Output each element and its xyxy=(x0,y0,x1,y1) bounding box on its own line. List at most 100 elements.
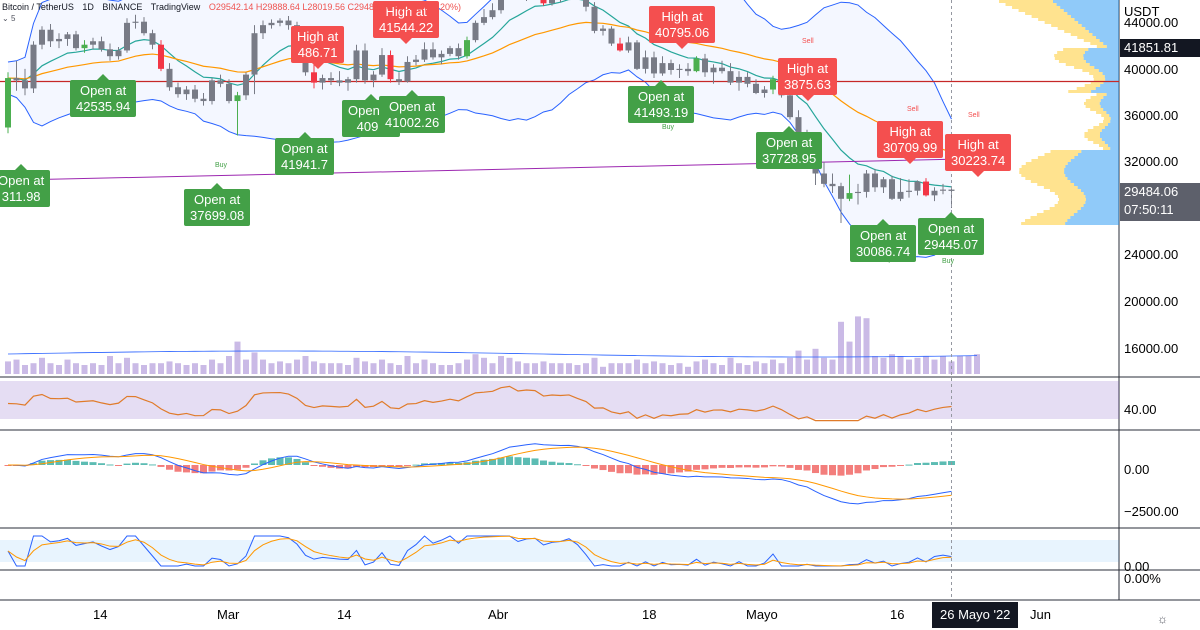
macd-histogram-bar xyxy=(625,465,632,474)
profile-buy-bar xyxy=(1104,126,1119,129)
volume-bar xyxy=(515,361,521,374)
time-tick-4: Abr xyxy=(488,607,509,622)
profile-buy-bar xyxy=(1088,48,1119,51)
candle-body xyxy=(855,191,861,194)
macd-histogram-bar xyxy=(761,465,768,468)
signal-open-4: Open at 41941.7 xyxy=(275,132,334,175)
macd-histogram-bar xyxy=(302,462,309,465)
profile-sell-bar xyxy=(1103,117,1111,120)
macd-histogram-bar xyxy=(701,465,709,470)
profile-buy-bar xyxy=(1067,177,1119,180)
volume-bar xyxy=(710,363,717,374)
profile-buy-bar xyxy=(1104,75,1119,78)
stoch-band xyxy=(0,540,1119,562)
volume-bar xyxy=(149,363,156,374)
interval[interactable]: 1D xyxy=(82,2,94,12)
profile-sell-bar xyxy=(1101,114,1110,117)
candle-body xyxy=(795,117,802,139)
candle-body xyxy=(948,189,955,191)
volume-bar xyxy=(591,357,598,374)
volume-bar xyxy=(39,357,45,374)
profile-buy-bar xyxy=(1103,42,1119,45)
volume-bar xyxy=(906,359,912,374)
macd-histogram-bar xyxy=(81,461,88,465)
profile-sell-bar xyxy=(1063,48,1089,51)
signal-open-6: Open at 41002.26 xyxy=(379,90,446,133)
macd-histogram-bar xyxy=(64,459,71,465)
profile-sell-bar xyxy=(1054,204,1084,207)
symbol-name[interactable]: Bitcoin / TetherUS xyxy=(2,2,74,12)
axis-tick-40000: 40000.00 xyxy=(1124,62,1179,77)
sell-tag-3: Sell xyxy=(968,112,980,119)
candle-body xyxy=(710,67,717,73)
candle-body xyxy=(889,179,895,199)
volume-bar xyxy=(880,357,887,374)
macd-histogram-bar xyxy=(599,465,607,471)
profile-sell-bar xyxy=(1064,30,1089,33)
profile-buy-bar xyxy=(1085,60,1119,63)
sell-tag-1: Sell xyxy=(802,38,814,45)
profile-sell-bar xyxy=(1076,87,1096,90)
profile-buy-bar xyxy=(1088,30,1119,33)
macd-line xyxy=(7,443,952,505)
volume-bar xyxy=(421,359,428,374)
candle-body xyxy=(685,68,691,72)
macd-histogram-bar xyxy=(225,465,233,471)
volume-bar xyxy=(897,356,904,374)
macd-histogram-bar xyxy=(421,463,428,465)
profile-buy-bar xyxy=(1084,51,1119,54)
profile-sell-bar xyxy=(1087,129,1102,132)
volume-bar xyxy=(940,356,946,374)
candle-body xyxy=(727,71,734,83)
profile-sell-bar xyxy=(1021,165,1066,168)
volume-bar xyxy=(736,363,742,374)
buy-tag-1: Buy xyxy=(215,162,228,169)
candle-body xyxy=(98,41,105,50)
candle-body xyxy=(770,79,776,90)
profile-sell-bar xyxy=(1049,207,1081,210)
volume-bar xyxy=(914,357,921,374)
volume-bar xyxy=(345,365,351,374)
candle-body xyxy=(56,38,62,42)
macd-histogram-bar xyxy=(795,465,802,470)
macd-histogram-bar xyxy=(871,465,879,470)
macd-histogram-bar xyxy=(174,465,182,472)
profile-buy-bar xyxy=(1065,174,1119,177)
stoch-d-line xyxy=(7,535,952,567)
axis-tick-16000: 16000.00 xyxy=(1124,341,1179,356)
macd-histogram-bar xyxy=(540,460,547,465)
volume-bar xyxy=(549,363,555,374)
candle-body xyxy=(183,89,190,95)
profile-sell-bar xyxy=(1021,174,1066,177)
candle-body xyxy=(617,43,623,51)
candle-body xyxy=(5,78,11,128)
candle-body xyxy=(430,49,436,58)
volume-bar xyxy=(642,363,649,374)
indicators-collapse[interactable]: ⌄ 5 xyxy=(2,14,16,23)
volume-bar xyxy=(719,365,725,374)
volume-bar xyxy=(872,356,878,374)
profile-sell-bar xyxy=(1057,51,1085,54)
volume-bar xyxy=(821,357,827,374)
volume-bar xyxy=(243,359,249,374)
profile-sell-bar xyxy=(999,0,1053,3)
candle-body xyxy=(591,6,598,31)
profile-buy-bar xyxy=(1053,0,1119,3)
volume-bar xyxy=(285,363,292,374)
settings-icon[interactable]: ☼ xyxy=(1157,612,1168,626)
candle-body xyxy=(438,53,445,58)
profile-sell-bar xyxy=(1093,75,1105,78)
volume-bar xyxy=(404,356,411,374)
volume-bar xyxy=(22,365,28,374)
candle-body xyxy=(489,10,496,18)
candle-body xyxy=(940,189,946,191)
volume-bar xyxy=(336,363,343,374)
candle-body xyxy=(413,59,419,62)
candle-body xyxy=(651,57,657,74)
volume-bar xyxy=(685,366,691,374)
profile-sell-bar xyxy=(1090,81,1104,84)
candle-body xyxy=(64,34,71,39)
profile-buy-bar xyxy=(1085,201,1119,204)
volume-bar xyxy=(209,359,215,374)
